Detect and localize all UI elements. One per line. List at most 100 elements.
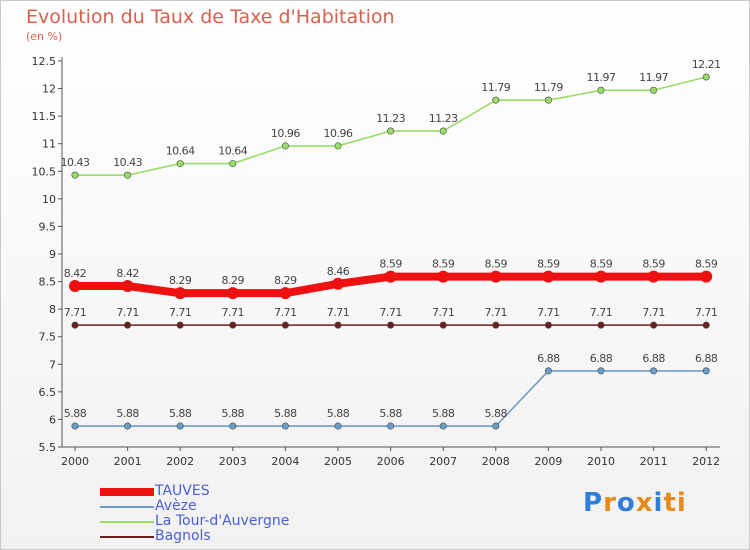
data-label-la-tour-d-auvergne: 11.79 [481,81,510,94]
data-point-la-tour-d-auvergne [334,142,342,150]
data-point-tauves [121,279,134,292]
data-point-av-ze [597,367,605,375]
data-point-la-tour-d-auvergne [281,142,289,150]
data-label-bagnols: 7.71 [695,306,718,319]
data-label-av-ze: 6.88 [537,352,560,365]
data-point-la-tour-d-auvergne [387,127,395,135]
x-tick-label: 2008 [482,455,510,468]
data-label-tauves: 8.59 [537,258,560,271]
data-point-la-tour-d-auvergne [650,86,658,94]
data-label-bagnols: 7.71 [64,306,87,319]
data-point-bagnols [176,321,184,329]
data-label-tauves: 8.29 [274,274,297,287]
data-label-av-ze: 5.88 [274,407,297,420]
y-tick-label: 7.5 [39,331,57,344]
data-point-tauves [542,270,555,283]
y-tick-label: 10.5 [32,165,57,178]
data-label-la-tour-d-auvergne: 11.97 [587,71,616,84]
series-line-la-tour-d-auvergne [74,76,708,176]
data-label-bagnols: 7.71 [590,306,613,319]
legend-swatch-tauves [100,488,154,496]
data-point-bagnols [702,321,710,329]
data-point-la-tour-d-auvergne [229,160,237,168]
data-point-tauves [595,270,607,283]
data-label-la-tour-d-auvergne: 10.96 [271,127,300,140]
data-point-bagnols [71,321,79,329]
data-point-bagnols [492,321,500,329]
y-tick-label: 11 [42,138,56,151]
data-point-av-ze [229,422,237,430]
x-tick-label: 2011 [640,455,668,468]
y-tick-label: 12 [42,83,56,96]
data-point-av-ze [176,422,184,430]
data-label-la-tour-d-auvergne: 10.64 [218,145,247,158]
data-label-av-ze: 6.88 [590,352,613,365]
y-tick-label: 11.5 [32,110,57,123]
x-tick-label: 2009 [534,455,562,468]
data-label-bagnols: 7.71 [274,306,297,319]
logo-letter: x [635,488,654,518]
data-label-la-tour-d-auvergne: 10.43 [113,156,142,169]
data-point-la-tour-d-auvergne [597,86,605,94]
y-tick-label: 10 [42,193,56,206]
legend-label-bagnols: Bagnols [155,528,211,544]
data-point-la-tour-d-auvergne [71,171,79,179]
data-label-bagnols: 7.71 [116,306,139,319]
y-tick-label: 6.5 [39,386,57,399]
data-point-bagnols [439,321,447,329]
logo-letter: t [663,488,677,518]
data-label-tauves: 8.59 [432,258,455,271]
chart-title: Evolution du Taux de Taxe d'Habitation [26,6,395,28]
data-label-la-tour-d-auvergne: 10.96 [324,127,353,140]
data-point-la-tour-d-auvergne [439,127,447,135]
x-tick-label: 2000 [61,455,89,468]
data-point-bagnols [650,321,658,329]
data-point-av-ze [281,422,289,430]
data-label-la-tour-d-auvergne: 11.23 [429,112,458,125]
legend-swatch-aveze [100,506,154,508]
data-point-tauves [174,287,187,300]
data-label-tauves: 8.42 [64,267,87,280]
data-point-av-ze [124,422,132,430]
logo-letter: o [616,488,636,518]
proxiti-logo: Proxiti [583,488,687,518]
data-label-av-ze: 5.88 [379,407,402,420]
data-label-av-ze: 6.88 [695,352,718,365]
data-point-tauves [226,287,239,300]
data-label-av-ze: 6.88 [642,352,665,365]
data-label-bagnols: 7.71 [169,306,192,319]
data-point-av-ze [492,422,500,430]
x-tick-label: 2010 [587,455,615,468]
data-label-la-tour-d-auvergne: 11.23 [376,112,405,125]
data-point-bagnols [544,321,552,329]
data-label-la-tour-d-auvergne: 10.64 [166,145,195,158]
data-label-tauves: 8.59 [642,258,665,271]
data-point-la-tour-d-auvergne [124,171,132,179]
data-point-av-ze [544,367,552,375]
x-tick-label: 2002 [166,455,194,468]
data-label-tauves: 8.59 [485,258,508,271]
x-tick-label: 2004 [271,455,299,468]
x-tick-label: 2007 [429,455,457,468]
data-point-av-ze [650,367,658,375]
data-label-tauves: 8.59 [695,258,718,271]
data-label-bagnols: 7.71 [222,306,245,319]
x-tick-label: 2006 [377,455,405,468]
data-label-bagnols: 7.71 [642,306,665,319]
data-point-tauves [647,270,660,283]
data-label-bagnols: 7.71 [537,306,560,319]
data-label-bagnols: 7.71 [485,306,508,319]
data-label-tauves: 8.46 [327,265,350,278]
data-point-tauves [69,279,81,292]
data-label-av-ze: 5.88 [116,407,139,420]
data-label-av-ze: 5.88 [222,407,245,420]
data-point-bagnols [124,321,132,329]
data-point-av-ze [387,422,395,430]
data-label-bagnols: 7.71 [432,306,455,319]
y-tick-label: 8 [49,303,56,316]
x-tick-label: 2003 [219,455,247,468]
data-point-av-ze [702,367,710,375]
data-label-tauves: 8.29 [169,274,192,287]
data-point-bagnols [387,321,395,329]
data-point-av-ze [71,422,79,430]
